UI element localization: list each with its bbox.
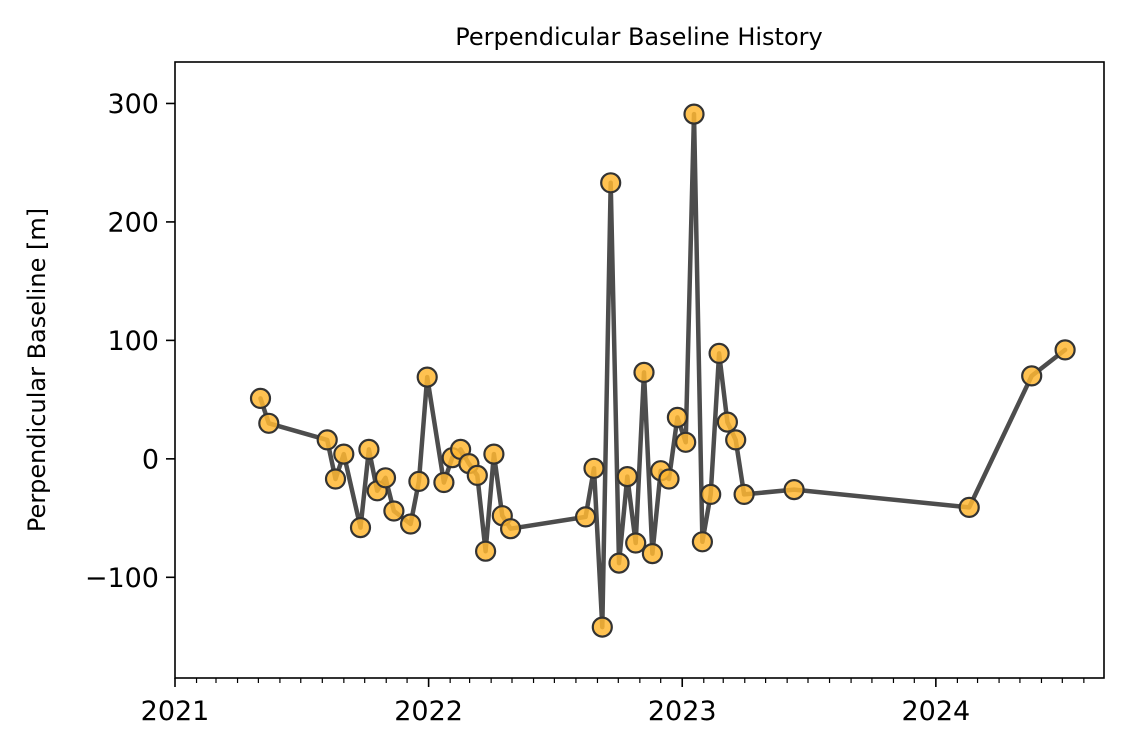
data-point: [333, 443, 355, 465]
chart-title: Perpendicular Baseline History: [455, 23, 822, 51]
data-point: [616, 466, 638, 488]
data-point: [433, 471, 455, 494]
axis-layer: 2021 2022 2023 2024 −100 0 100 200 300: [85, 89, 1085, 727]
data-point: [358, 438, 380, 460]
data-point: [658, 468, 680, 490]
y-axis-title: Perpendicular Baseline [m]: [23, 208, 51, 532]
data-point: [500, 518, 522, 540]
x-tick-label: 2023: [648, 696, 717, 727]
data-point: [466, 464, 488, 486]
y-tick-label: 200: [107, 207, 159, 238]
data-point: [400, 513, 422, 535]
data-point: [675, 431, 697, 453]
y-tick-label: 100: [107, 326, 159, 357]
data-point: [416, 366, 438, 388]
data-point: [374, 467, 397, 489]
data-point: [583, 457, 605, 479]
data-point: [483, 443, 505, 465]
data-point: [258, 412, 280, 434]
data-point: [725, 429, 747, 451]
data-point: [683, 103, 705, 125]
y-tick-label: 300: [107, 89, 159, 120]
data-point: [475, 540, 497, 562]
x-tick-label: 2024: [901, 696, 970, 727]
data-point: [700, 483, 722, 505]
data-point: [1054, 339, 1076, 361]
data-point: [625, 532, 647, 554]
data-point: [249, 387, 272, 409]
data-point: [349, 516, 372, 539]
data-point: [958, 496, 980, 518]
data-point: [383, 500, 405, 522]
data-point: [733, 483, 755, 505]
data-point: [574, 506, 597, 528]
data-point: [783, 479, 805, 501]
y-tick-label: −100: [85, 563, 159, 594]
data-layer: [249, 103, 1076, 638]
data-point: [691, 531, 714, 553]
data-point: [1021, 365, 1043, 387]
data-point: [641, 542, 664, 565]
data-point: [716, 411, 739, 433]
y-tick-label: 0: [142, 444, 159, 475]
data-point: [633, 361, 655, 383]
data-point: [666, 406, 689, 428]
data-point: [591, 616, 613, 638]
data-point: [316, 429, 338, 451]
data-point: [708, 342, 730, 364]
data-point: [324, 468, 347, 490]
data-point: [600, 172, 622, 194]
data-point: [608, 552, 630, 574]
data-point: [408, 470, 430, 492]
x-tick-label: 2021: [141, 696, 210, 727]
x-tick-label: 2022: [394, 696, 463, 727]
